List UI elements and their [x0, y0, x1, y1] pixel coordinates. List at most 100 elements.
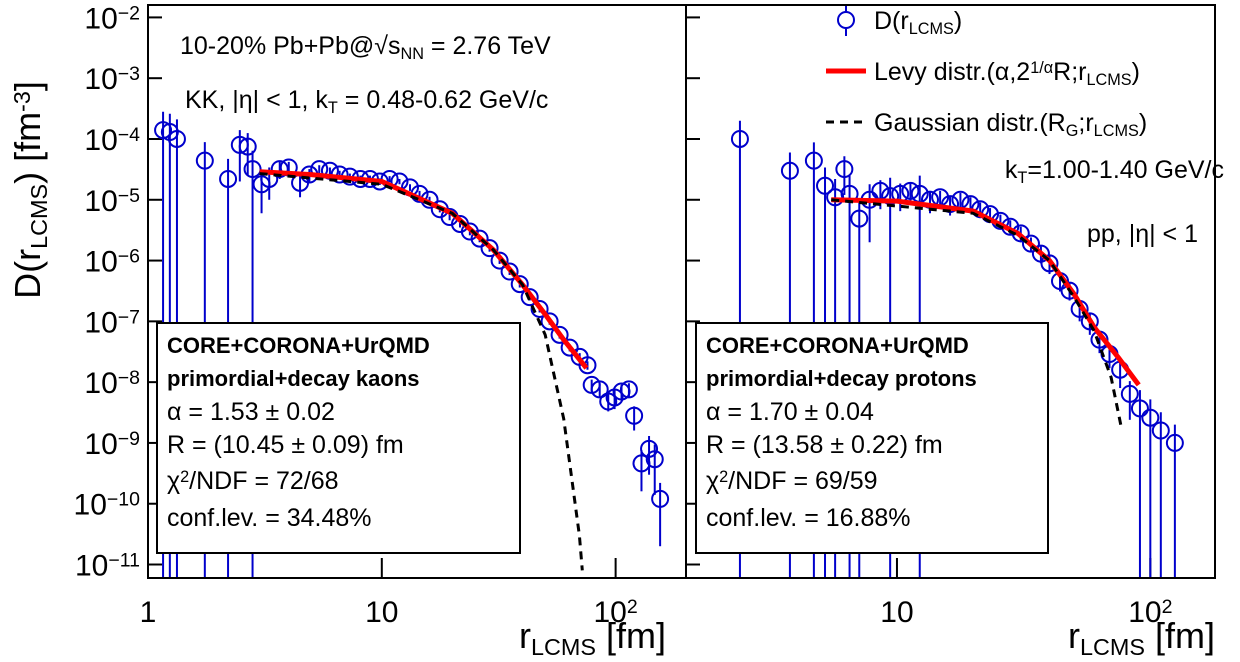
- data-point: [612, 382, 631, 401]
- fit-text-part: conf.lev. = 34.48%: [167, 504, 372, 532]
- fit-text: α = 1.53 ± 0.02: [167, 398, 335, 426]
- fit-text: conf.lev. = 34.48%: [167, 504, 372, 532]
- fit-text: CORE+CORONA+UrQMD: [706, 333, 969, 358]
- y-tick-label-part: 10: [84, 185, 117, 218]
- fit-text: χ2/NDF = 72/68: [167, 467, 339, 495]
- y-tick-label-part: 10: [84, 246, 117, 279]
- x-axis-label-part: LCMS: [1080, 634, 1145, 660]
- fit-text: conf.lev. = 16.88%: [706, 504, 911, 532]
- data-point: [1165, 433, 1184, 452]
- x-tick-label: 1: [140, 596, 157, 629]
- fit-text-part: R = (13.58 ± 0.22) fm: [706, 431, 943, 459]
- legend-label-part: LCMS: [909, 20, 954, 38]
- annotation: kT=1.00-1.40 GeV/c: [1005, 156, 1224, 187]
- fit-text: α = 1.70 ± 0.04: [706, 398, 874, 426]
- legend-marker: [837, 11, 855, 29]
- fit-curve: [831, 197, 1141, 387]
- y-axis-label-part: ) [fm: [7, 112, 48, 184]
- y-tick-label: 10−8: [84, 367, 140, 400]
- y-tick-label-part: 10: [84, 428, 117, 461]
- fit-text-part: /NDF = 72/68: [189, 467, 338, 495]
- y-tick-label: 10−9: [84, 428, 140, 461]
- data-point: [619, 380, 638, 399]
- data-point: [270, 160, 289, 179]
- data-point: [1040, 254, 1059, 273]
- y-tick-label-part: −10: [107, 489, 140, 511]
- data-point: [219, 169, 238, 188]
- x-tick-label-part: 2: [1162, 596, 1173, 618]
- legend-label-part: 1/α: [1030, 59, 1053, 77]
- fit-text: R = (10.45 ± 0.09) fm: [167, 431, 404, 459]
- data-point: [816, 176, 835, 195]
- fit-text-part: /NDF = 69/59: [728, 467, 877, 495]
- fit-text-part: α = 1.70 ± 0.04: [706, 398, 874, 426]
- annotation: 10-20% Pb+Pb@√sNN = 2.76 TeV: [180, 32, 551, 63]
- annotation: pp, |η| < 1: [1087, 220, 1198, 248]
- data-point: [651, 489, 670, 508]
- data-point: [1120, 384, 1139, 403]
- data-point: [154, 121, 173, 140]
- annotation-part: T: [1017, 169, 1027, 187]
- annotation-part: = 0.48-0.62 GeV/c: [338, 86, 549, 114]
- y-tick-label-part: 10: [84, 367, 117, 400]
- data-point: [590, 380, 609, 399]
- legend-label-part: ;r: [1078, 109, 1093, 137]
- data-point: [1141, 408, 1160, 427]
- fit-text-part: conf.lev. = 16.88%: [706, 504, 911, 532]
- legend-label-part: D(r: [874, 7, 909, 35]
- x-tick-label: 102: [593, 596, 637, 629]
- annotation-part: k: [1005, 156, 1018, 184]
- data-point: [1151, 421, 1170, 440]
- data-point: [238, 137, 257, 156]
- x-tick-label-part: 10: [1128, 596, 1161, 629]
- fit-box: [156, 322, 521, 554]
- y-tick-label-part: 10: [75, 550, 108, 583]
- data-point: [640, 439, 659, 458]
- data-point: [645, 450, 664, 469]
- data-point: [550, 325, 569, 344]
- fit-text: CORE+CORONA+UrQMD: [167, 333, 430, 358]
- annotation-part: NN: [400, 45, 423, 63]
- y-axis-label: D(rLCMS) [fm-3]: [7, 81, 52, 299]
- y-tick-label: 10−10: [74, 489, 141, 522]
- y-tick-label: 10−11: [75, 550, 140, 583]
- x-axis-label: rLCMS [fm]: [519, 615, 666, 660]
- data-point: [632, 454, 651, 473]
- annotation-part: T: [328, 99, 338, 117]
- data-point: [835, 160, 854, 179]
- legend-label-part: LCMS: [1094, 122, 1139, 140]
- y-tick-label-part: −7: [118, 306, 140, 328]
- y-tick-label-part: −9: [118, 428, 140, 450]
- x-axis-label-part: LCMS: [531, 634, 596, 660]
- data-point: [540, 312, 559, 331]
- fit-text-part: primordial+decay kaons: [167, 366, 420, 391]
- y-tick-label-part: 10: [74, 489, 107, 522]
- legend-label-part: ): [1132, 58, 1140, 86]
- data-point: [520, 288, 539, 307]
- y-tick-label-part: −3: [118, 63, 140, 85]
- data-point: [490, 251, 509, 270]
- legend-label: D(rLCMS): [874, 7, 962, 38]
- y-tick-label-part: −6: [118, 246, 140, 268]
- y-tick-label: 10−4: [84, 124, 140, 157]
- gaussian-curve: [259, 172, 584, 571]
- x-axis-label-part: r: [519, 615, 531, 656]
- annotation-part: =1.00-1.40 GeV/c: [1027, 156, 1224, 184]
- fit-text-part: CORE+CORONA+UrQMD: [167, 333, 430, 358]
- data-point: [1080, 312, 1099, 331]
- data-point: [530, 299, 549, 318]
- y-axis-label-part: LCMS: [26, 184, 52, 249]
- annotation-part: 10-20% Pb+Pb@√s: [180, 32, 400, 60]
- data-point: [480, 239, 499, 258]
- x-axis-label-part: [fm]: [1145, 615, 1215, 656]
- y-tick-label: 10−6: [84, 246, 140, 279]
- legend-label: Gaussian distr.(RG;rLCMS): [874, 109, 1147, 140]
- data-point: [850, 209, 869, 228]
- annotation-part: pp, |η| < 1: [1087, 220, 1198, 248]
- legend-label-part: Levy distr.(α,2: [874, 58, 1030, 86]
- legend-label-part: ): [954, 7, 962, 35]
- x-tick-label-part: 10: [593, 596, 626, 629]
- y-tick-label: 10−5: [84, 185, 140, 218]
- fit-text-part: χ: [167, 467, 180, 495]
